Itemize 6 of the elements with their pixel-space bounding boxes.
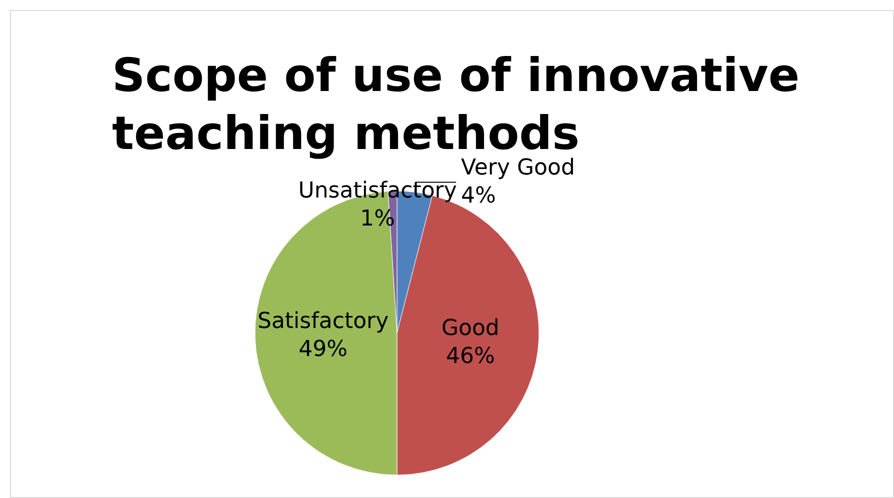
slice-label: Very Good bbox=[461, 156, 575, 181]
data-label: 49% bbox=[298, 336, 348, 362]
slice-label: Good bbox=[441, 316, 500, 341]
slice-label: Satisfactory bbox=[257, 308, 389, 334]
data-label: 4% bbox=[461, 184, 496, 209]
data-label: 46% bbox=[446, 344, 495, 369]
